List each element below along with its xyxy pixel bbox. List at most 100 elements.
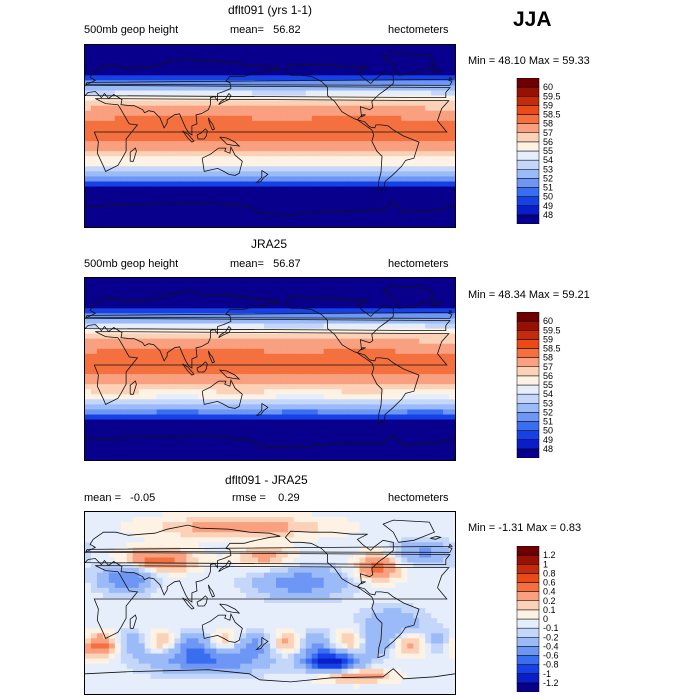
coastline-path — [182, 597, 195, 610]
colorbar-level-label: 0.8 — [543, 568, 556, 578]
coastlines — [85, 519, 455, 683]
coastlines — [85, 285, 455, 449]
panel1-mean-label: mean= — [230, 24, 264, 36]
colorbar-level-label: 54 — [543, 389, 553, 399]
panel3-max-value: 0.83 — [559, 522, 582, 534]
colorbar-swatch — [516, 348, 540, 358]
coastline-path — [182, 363, 195, 376]
colorbar-swatch — [516, 105, 540, 115]
coastline-path — [255, 403, 269, 417]
colorbar-level-label: 59.5 — [543, 91, 561, 101]
colorbar-level-label: 48 — [543, 210, 553, 220]
coastline-path — [218, 559, 232, 573]
colorbar-swatch — [516, 312, 540, 322]
colorbar-level-label: -0.1 — [543, 623, 559, 633]
panel3-colorbar: -1.2 -1 -0.8 -0.6 -0.4 -0.2 -0.1 0 0.1 0.2 0.4 0.6 0… — [516, 546, 576, 692]
panel3-title: dflt091 - JRA25 — [225, 473, 308, 487]
colorbar-swatch — [516, 564, 540, 574]
colorbar-swatch — [516, 439, 540, 450]
panel2-max-value: 59.21 — [562, 289, 590, 301]
panel2-variable: 500mb geop height — [84, 258, 179, 270]
coastline-path — [430, 535, 442, 540]
coastline-path — [255, 637, 269, 651]
coastline-path — [357, 586, 420, 659]
colorbar-level-label: 55 — [543, 380, 553, 390]
colorbar-swatch — [516, 582, 540, 592]
coastline-path — [85, 309, 453, 319]
colorbar-swatch — [516, 366, 540, 377]
coastline-path — [207, 117, 216, 131]
panel1-max-label: Max = — [528, 55, 560, 67]
colorbar-swatch — [516, 682, 540, 692]
panel3-mean-label: mean = — [84, 492, 121, 504]
coastline-path — [85, 290, 451, 369]
coastline-path — [85, 434, 455, 449]
colorbar-swatch — [516, 375, 540, 386]
colorbar-level-label: 51 — [543, 183, 553, 193]
colorbar-swatch — [516, 421, 540, 431]
map-svg — [85, 45, 455, 227]
panel2-colorbar: 48 49 50 51 52 53 54 55 56 57 58 58.5 59 59.5 60 — [516, 312, 576, 458]
colorbar-level-label: 53 — [543, 398, 553, 408]
colorbar-level-label: 60 — [543, 82, 553, 92]
coastline-path — [85, 668, 455, 683]
colorbar-level-label: 59 — [543, 100, 553, 110]
panel1-colorbar: 48 49 50 51 52 53 54 55 56 57 58 58.5 59 59.5 60 — [516, 78, 576, 224]
panel2-minmax: Min = 48.34 Max = 59.21 — [468, 289, 590, 301]
coastline-path — [129, 147, 137, 162]
coastline-path — [201, 378, 243, 409]
colorbar-level-label: 0.2 — [543, 596, 556, 606]
panel1-map — [84, 44, 456, 228]
panel2-mean-value: 56.87 — [273, 258, 301, 270]
colorbar-swatch — [516, 330, 540, 340]
colorbar-swatch — [516, 159, 540, 170]
panel1-mean-value: 56.82 — [273, 24, 301, 36]
colorbar-level-label: -0.6 — [543, 651, 559, 661]
coastline-path — [382, 519, 435, 543]
coastlines — [85, 52, 455, 216]
colorbar-swatch — [516, 618, 540, 629]
coastline-path — [284, 296, 394, 354]
colorbar-swatch — [516, 393, 540, 404]
coastline-path — [430, 68, 442, 73]
coastline-path — [85, 201, 455, 216]
colorbar-swatch — [516, 214, 540, 224]
coastline-path — [129, 614, 137, 629]
colorbar-swatch — [516, 114, 540, 124]
colorbar-level-label: 54 — [543, 155, 553, 165]
colorbar-swatch — [516, 384, 540, 395]
panel3-mean: mean = -0.05 — [84, 492, 155, 504]
panel2-max-label: Max = — [528, 289, 560, 301]
colorbar-level-label: 50 — [543, 192, 553, 202]
coastline-path — [255, 170, 269, 184]
colorbar-swatch — [516, 412, 540, 422]
colorbar-swatch — [516, 205, 540, 216]
colorbar-level-label: 0.1 — [543, 605, 556, 615]
panel1-max-value: 59.33 — [562, 55, 590, 67]
coastline-path — [218, 92, 232, 106]
colorbar-swatch — [516, 169, 540, 179]
colorbar-level-label: 59.5 — [543, 325, 561, 335]
colorbar-swatch — [516, 339, 540, 349]
colorbar-swatch — [516, 320, 540, 331]
panel2-mean-label: mean= — [230, 258, 264, 270]
colorbar-swatch — [516, 637, 540, 647]
coastline-path — [207, 350, 216, 364]
panel1-minmax: Min = 48.10 Max = 59.33 — [468, 55, 590, 67]
colorbar-swatch — [516, 430, 540, 441]
coastline-path — [196, 128, 208, 140]
colorbar-swatch — [516, 357, 540, 368]
field-cells — [85, 512, 455, 694]
coastline-path — [218, 325, 232, 339]
colorbar-level-label: -1.2 — [543, 678, 559, 688]
season-label: JJA — [513, 8, 552, 31]
panel2-units: hectometers — [388, 258, 449, 270]
coastline-path — [201, 145, 243, 176]
colorbar-level-label: 57 — [543, 128, 553, 138]
colorbar-swatch — [516, 196, 540, 207]
panel3-rmse-label: rmse = — [232, 492, 266, 504]
coastline-path — [196, 595, 208, 607]
panel3-rmse: rmse = 0.29 — [232, 492, 300, 504]
colorbar-level-label: 56 — [543, 137, 553, 147]
panel2-map — [84, 277, 456, 461]
